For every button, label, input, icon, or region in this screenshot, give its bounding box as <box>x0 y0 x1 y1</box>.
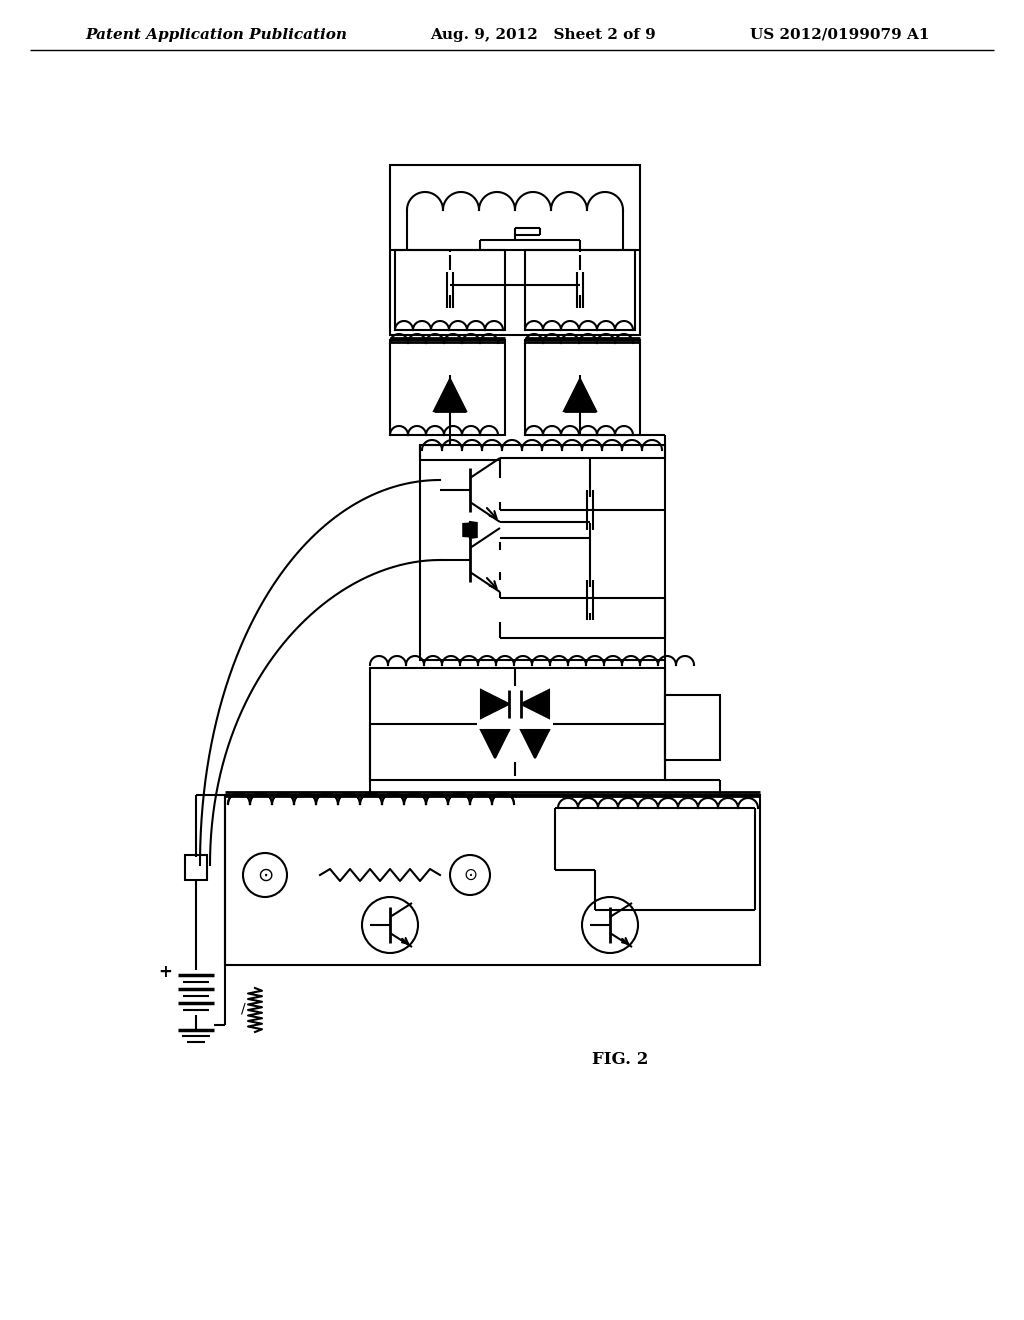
Bar <box>665 696 720 760</box>
Polygon shape <box>434 379 466 411</box>
Text: Patent Application Publication: Patent Application Publication <box>85 28 347 42</box>
Polygon shape <box>481 690 509 718</box>
Bar <box>420 445 665 660</box>
Bar <box>225 795 760 965</box>
Polygon shape <box>521 730 549 758</box>
Bar <box>525 249 635 330</box>
Polygon shape <box>481 730 509 758</box>
Text: /: / <box>241 1001 246 1015</box>
Text: Aug. 9, 2012   Sheet 2 of 9: Aug. 9, 2012 Sheet 2 of 9 <box>430 28 655 42</box>
Polygon shape <box>521 690 549 718</box>
Bar <box>390 341 505 436</box>
Text: US 2012/0199079 A1: US 2012/0199079 A1 <box>750 28 930 42</box>
Bar <box>185 855 207 880</box>
Text: +: + <box>158 964 172 981</box>
Bar <box>395 249 505 330</box>
Text: $\odot$: $\odot$ <box>257 866 273 884</box>
Bar <box>525 341 640 436</box>
Text: $\odot$: $\odot$ <box>463 866 477 884</box>
Bar <box>390 165 640 335</box>
Bar <box>370 668 665 780</box>
Text: FIG. 2: FIG. 2 <box>592 1052 648 1068</box>
Polygon shape <box>564 379 596 411</box>
